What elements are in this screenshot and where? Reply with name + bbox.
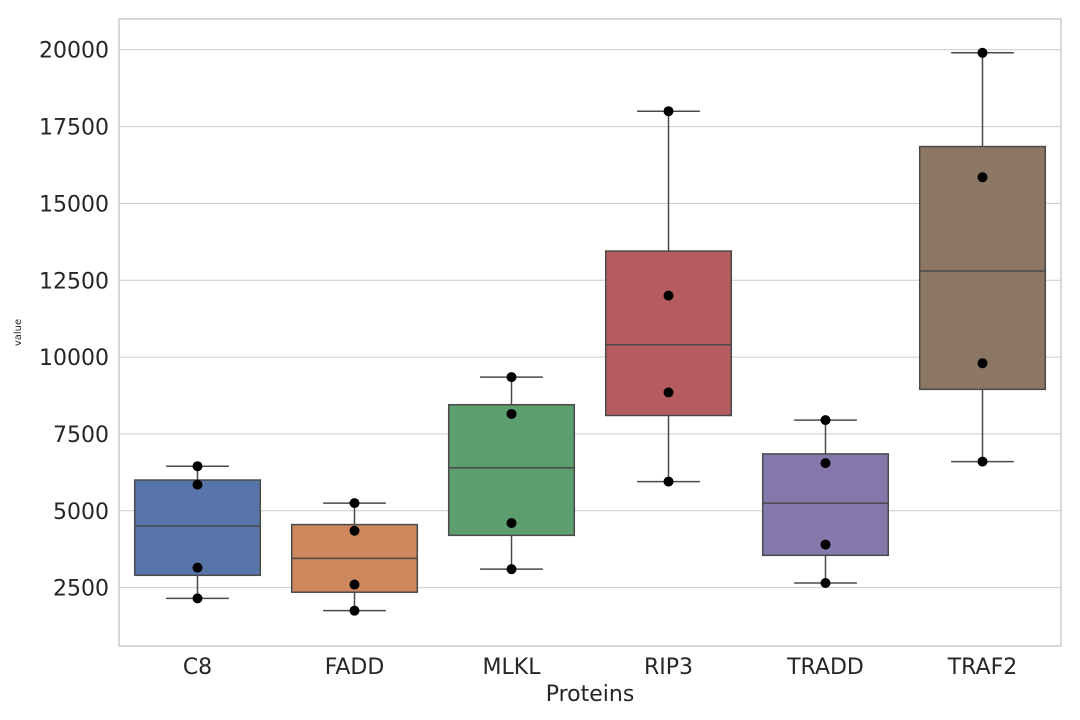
y-tick-label: 5000 (53, 500, 109, 525)
box-fadd (290, 502, 419, 612)
data-point (820, 539, 831, 550)
x-tick-labels: C8 FADD MLKL RIP3 TRADD TRAF2 (183, 655, 1017, 680)
data-point (349, 579, 360, 590)
data-point (506, 518, 517, 529)
data-point (820, 458, 831, 469)
y-tick-label: 20000 (39, 39, 109, 64)
y-tick-label: 7500 (53, 423, 109, 448)
data-point (506, 372, 517, 383)
plot-frame (118, 18, 1062, 647)
data-point (663, 106, 674, 117)
y-tick-labels: 2500 5000 7500 10000 12500 15000 17500 20000 (39, 39, 109, 602)
data-point (349, 525, 360, 536)
data-point (663, 476, 674, 487)
data-point (977, 358, 988, 369)
box-mlkl (447, 376, 576, 570)
data-point (192, 593, 203, 604)
data-point (977, 172, 988, 183)
y-tick-label: 15000 (39, 192, 109, 217)
data-point (977, 456, 988, 467)
data-points (192, 47, 988, 616)
iqr-box (761, 453, 890, 557)
gridlines (119, 49, 1061, 589)
x-tick-label: TRAF2 (947, 655, 1018, 680)
data-point (977, 47, 988, 58)
box-traf2 (918, 52, 1047, 463)
iqr-box (447, 403, 576, 537)
x-tick-label: TRADD (786, 655, 864, 680)
data-point (349, 605, 360, 616)
x-tick-label: RIP3 (644, 655, 693, 680)
box-tradd (761, 419, 890, 584)
data-point (349, 498, 360, 509)
data-point (663, 290, 674, 301)
y-tick-label: 2500 (53, 577, 109, 602)
iqr-box (133, 479, 262, 577)
y-axis-label: value (13, 319, 24, 346)
y-tick-label: 12500 (39, 269, 109, 294)
data-point (663, 387, 674, 398)
data-point (506, 408, 517, 419)
x-tick-label: MLKL (483, 655, 542, 680)
boxes (133, 52, 1047, 612)
data-point (506, 564, 517, 575)
x-tick-label: C8 (183, 655, 212, 680)
x-tick-label: FADD (325, 655, 385, 680)
data-point (192, 562, 203, 573)
box-c8 (133, 465, 262, 600)
x-axis-label: Proteins (546, 682, 635, 707)
iqr-box (918, 145, 1047, 391)
data-point (820, 415, 831, 426)
y-tick-label: 10000 (39, 346, 109, 371)
data-point (192, 479, 203, 490)
y-tick-label: 17500 (39, 116, 109, 141)
data-point (192, 461, 203, 472)
data-point (820, 577, 831, 588)
